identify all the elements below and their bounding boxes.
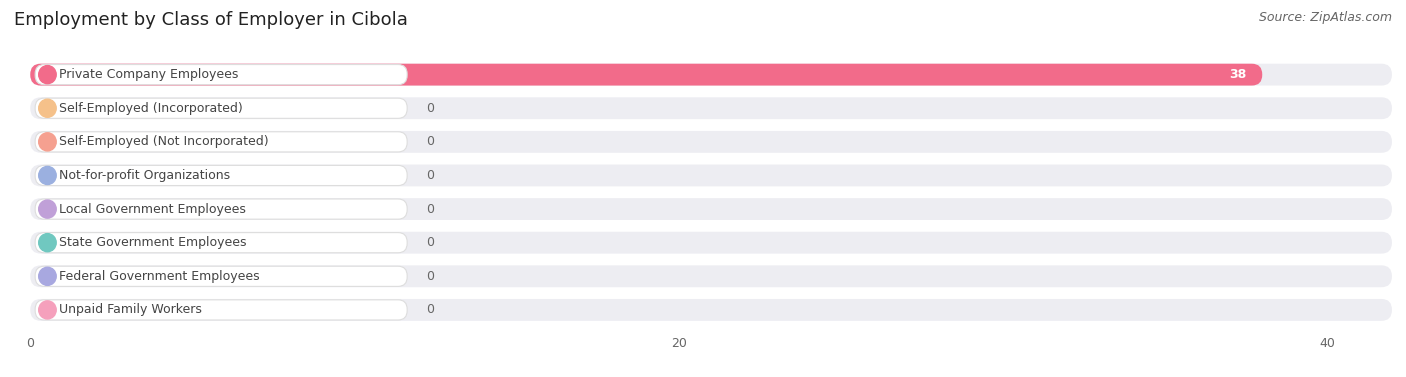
Circle shape bbox=[39, 166, 56, 184]
FancyBboxPatch shape bbox=[31, 198, 1392, 220]
FancyBboxPatch shape bbox=[35, 266, 408, 287]
Text: 0: 0 bbox=[426, 135, 434, 149]
Text: 0: 0 bbox=[426, 236, 434, 249]
Text: Source: ZipAtlas.com: Source: ZipAtlas.com bbox=[1258, 11, 1392, 24]
FancyBboxPatch shape bbox=[35, 132, 408, 152]
Text: Self-Employed (Not Incorporated): Self-Employed (Not Incorporated) bbox=[59, 135, 269, 149]
FancyBboxPatch shape bbox=[31, 64, 1392, 86]
FancyBboxPatch shape bbox=[31, 232, 1392, 254]
Text: Self-Employed (Incorporated): Self-Employed (Incorporated) bbox=[59, 102, 243, 115]
FancyBboxPatch shape bbox=[35, 64, 408, 85]
Text: 0: 0 bbox=[426, 303, 434, 316]
Circle shape bbox=[39, 200, 56, 218]
Text: Local Government Employees: Local Government Employees bbox=[59, 202, 246, 216]
Text: Federal Government Employees: Federal Government Employees bbox=[59, 270, 260, 283]
Text: 0: 0 bbox=[426, 169, 434, 182]
FancyBboxPatch shape bbox=[35, 166, 408, 185]
FancyBboxPatch shape bbox=[35, 199, 408, 219]
Text: 0: 0 bbox=[426, 202, 434, 216]
Text: Private Company Employees: Private Company Employees bbox=[59, 68, 239, 81]
Circle shape bbox=[39, 66, 56, 84]
Text: Unpaid Family Workers: Unpaid Family Workers bbox=[59, 303, 202, 316]
Circle shape bbox=[39, 234, 56, 252]
Text: State Government Employees: State Government Employees bbox=[59, 236, 247, 249]
Text: Employment by Class of Employer in Cibola: Employment by Class of Employer in Cibol… bbox=[14, 11, 408, 29]
FancyBboxPatch shape bbox=[31, 64, 1263, 86]
FancyBboxPatch shape bbox=[35, 233, 408, 253]
Circle shape bbox=[39, 99, 56, 117]
Text: 0: 0 bbox=[426, 102, 434, 115]
FancyBboxPatch shape bbox=[31, 265, 1392, 287]
FancyBboxPatch shape bbox=[35, 300, 408, 320]
Text: Not-for-profit Organizations: Not-for-profit Organizations bbox=[59, 169, 231, 182]
FancyBboxPatch shape bbox=[31, 299, 1392, 321]
FancyBboxPatch shape bbox=[31, 97, 1392, 119]
Circle shape bbox=[39, 267, 56, 285]
FancyBboxPatch shape bbox=[35, 98, 408, 118]
FancyBboxPatch shape bbox=[31, 131, 1392, 153]
Circle shape bbox=[39, 301, 56, 319]
Text: 0: 0 bbox=[426, 270, 434, 283]
FancyBboxPatch shape bbox=[31, 164, 1392, 186]
Text: 38: 38 bbox=[1229, 68, 1246, 81]
Circle shape bbox=[39, 133, 56, 151]
